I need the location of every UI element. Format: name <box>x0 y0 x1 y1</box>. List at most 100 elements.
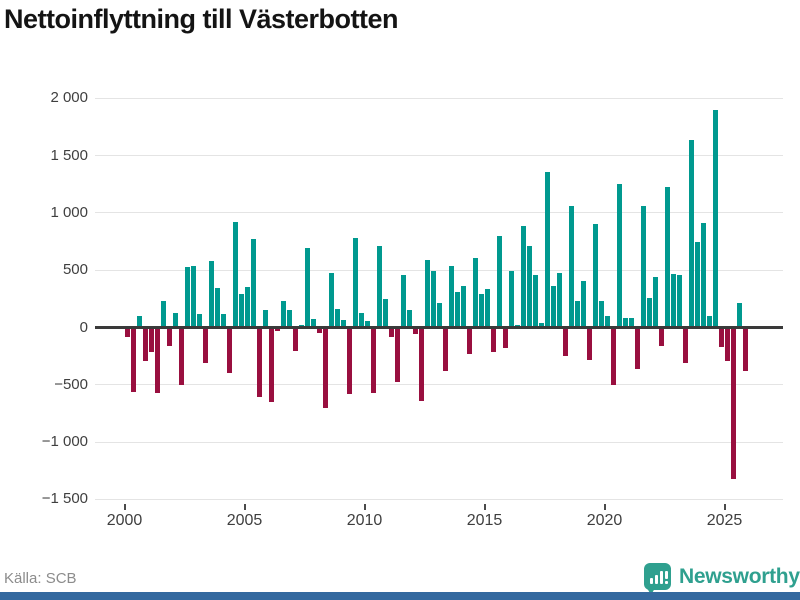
bar <box>251 239 256 327</box>
bar <box>137 315 142 327</box>
bar <box>653 277 658 327</box>
bar <box>353 238 358 327</box>
bar <box>419 328 424 401</box>
bar <box>467 328 472 354</box>
bar <box>665 187 670 327</box>
x-axis-tick-label: 2005 <box>226 512 263 529</box>
gridline <box>95 269 783 271</box>
y-axis-tick-label: −1 000 <box>41 433 88 451</box>
logo-mini-bar-icon <box>655 575 658 584</box>
bar <box>269 328 274 402</box>
bar <box>281 301 286 327</box>
bar <box>635 328 640 370</box>
gridline <box>95 212 783 214</box>
bar <box>425 259 430 327</box>
bar <box>737 302 742 327</box>
bar <box>611 328 616 385</box>
bar <box>545 172 550 327</box>
bar <box>155 328 160 394</box>
bar <box>389 328 394 338</box>
bar <box>371 328 376 393</box>
bar <box>161 300 166 327</box>
gridline <box>95 384 783 386</box>
x-axis-tick-label: 2015 <box>466 512 503 529</box>
bar <box>287 309 292 327</box>
bar <box>581 281 586 327</box>
bar <box>221 314 226 327</box>
x-axis-tick-mark <box>123 504 126 510</box>
x-axis-tick-label: 2000 <box>106 512 143 529</box>
bar <box>191 265 196 327</box>
x-axis-tick-mark <box>483 504 486 510</box>
bar <box>701 223 706 327</box>
bar <box>317 328 322 333</box>
x-axis-tick-mark <box>363 504 366 510</box>
y-axis-tick-label: −1 500 <box>41 490 88 508</box>
y-axis-tick-label: 500 <box>62 261 88 279</box>
bar <box>383 298 388 327</box>
bar <box>203 328 208 364</box>
bar <box>149 328 154 352</box>
bar <box>305 248 310 327</box>
bar <box>461 285 466 327</box>
bar <box>143 328 148 362</box>
bar <box>329 272 334 327</box>
bar <box>641 205 646 327</box>
bar <box>659 328 664 346</box>
bar <box>707 316 712 327</box>
bar <box>557 273 562 327</box>
bar <box>359 312 364 327</box>
bar <box>233 221 238 327</box>
bar <box>239 293 244 327</box>
bar <box>719 328 724 347</box>
bar <box>623 318 628 327</box>
bar <box>503 328 508 348</box>
bar <box>179 328 184 385</box>
y-axis-tick-label: 0 <box>79 318 88 336</box>
x-axis-tick-mark <box>243 504 246 510</box>
bar <box>473 258 478 327</box>
y-axis-tick-label: 1 000 <box>50 203 88 221</box>
bar <box>479 293 484 327</box>
gridline <box>95 498 783 500</box>
source-note: Källa: SCB <box>4 570 77 587</box>
bar <box>563 328 568 356</box>
y-axis-tick-label: 2 000 <box>50 89 88 107</box>
bar <box>323 328 328 408</box>
bar <box>413 328 418 334</box>
bar <box>275 328 280 331</box>
newsworthy-logo: Newsworthy <box>644 563 800 595</box>
bar <box>683 328 688 363</box>
bar <box>629 317 634 327</box>
bar <box>377 246 382 327</box>
bar <box>539 322 544 327</box>
x-axis-tick-label: 2020 <box>586 512 623 529</box>
gridline <box>95 441 783 443</box>
bar <box>263 309 268 327</box>
bar <box>257 328 262 397</box>
y-axis-tick-label: −500 <box>54 375 88 393</box>
bar <box>593 224 598 327</box>
bar <box>167 328 172 347</box>
x-axis-tick-mark <box>603 504 606 510</box>
bar <box>197 313 202 327</box>
bar <box>245 286 250 327</box>
newsworthy-logo-text: Newsworthy <box>679 564 800 588</box>
bar <box>605 315 610 327</box>
bar <box>575 300 580 327</box>
bar <box>617 183 622 327</box>
bar <box>173 313 178 327</box>
bar <box>227 328 232 373</box>
bar <box>347 328 352 394</box>
x-axis-tick-label: 2010 <box>346 512 383 529</box>
bar <box>401 275 406 327</box>
logo-mini-bar-icon <box>660 571 663 584</box>
bar <box>533 274 538 327</box>
speech-bubble-tail-icon <box>647 588 655 595</box>
bar <box>599 300 604 327</box>
newsworthy-logo-icon <box>644 563 671 595</box>
bar <box>725 328 730 361</box>
bar <box>131 328 136 392</box>
bar <box>713 110 718 327</box>
